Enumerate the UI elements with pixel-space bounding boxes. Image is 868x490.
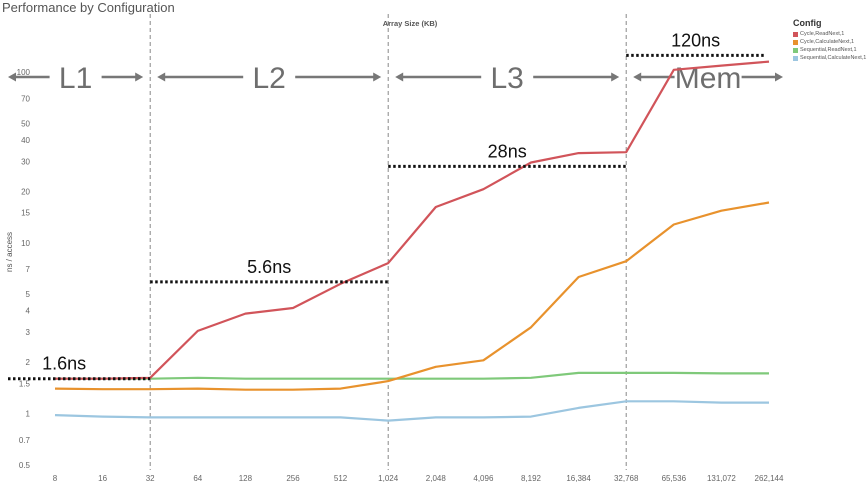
x-axis-ticks: 8 16 32 64 128 256 512 1,024 2,048 4,096 8,192 16,3…	[53, 474, 784, 483]
series-line	[54, 400, 769, 422]
y-tick-label: 2	[26, 358, 31, 367]
legend-item: Sequential,ReadNext,1	[793, 46, 866, 54]
series-line	[55, 371, 769, 380]
y-tick-label: 3	[26, 328, 31, 337]
legend-title: Config	[793, 18, 822, 28]
region-label: L3	[491, 62, 524, 95]
y-tick-label: 1	[26, 410, 31, 419]
legend-item: Cycle,ReadNext,1	[793, 30, 866, 38]
chart-title: Performance by Configuration	[2, 0, 175, 15]
legend-item: Cycle,CalculateNext,1	[793, 38, 866, 46]
legend-label: Cycle,ReadNext,1	[800, 31, 845, 37]
region-arrowhead-left	[8, 72, 16, 82]
x-tick-label: 131,072	[707, 474, 736, 483]
series-line	[54, 201, 770, 391]
y-axis-ticks: 0.5 0.7 1 1.5 2 3 4 5 7 10 15 20 30 40 50 70 100	[17, 68, 31, 470]
x-tick-label: 65,536	[662, 474, 687, 483]
y-tick-label: 70	[21, 94, 30, 103]
x-tick-label: 4,096	[473, 474, 494, 483]
legend: Config Cycle,ReadNext,1 Cycle,CalculateNe…	[793, 18, 866, 62]
latency-annotation-label: 5.6ns	[247, 257, 291, 277]
y-tick-label: 40	[21, 136, 30, 145]
region-arrowhead-right	[135, 72, 144, 82]
y-tick-label: 0.5	[19, 461, 31, 470]
y-tick-label: 7	[26, 265, 31, 274]
series-line	[55, 60, 770, 380]
region-arrowhead-left	[395, 72, 404, 82]
x-tick-label: 256	[286, 474, 300, 483]
legend-item: Sequential,CalculateNext,1	[793, 54, 866, 62]
legend-swatch	[793, 39, 798, 45]
legend-label: Sequential,CalculateNext,1	[800, 55, 867, 61]
y-tick-label: 4	[26, 307, 31, 316]
region-arrowhead-right	[775, 72, 783, 82]
y-tick-label: 50	[21, 119, 30, 128]
x-tick-label: 512	[334, 474, 348, 483]
x-tick-label: 1,024	[378, 474, 399, 483]
y-axis-label: ns / access	[5, 232, 14, 272]
y-tick-label: 5	[26, 290, 31, 299]
region-arrowhead-right	[373, 72, 382, 82]
x-tick-label: 8	[53, 474, 58, 483]
x-tick-label: 16	[98, 474, 107, 483]
latency-annotation-label: 120ns	[671, 30, 720, 50]
region-arrowhead-left	[157, 72, 166, 82]
region-label: L1	[59, 62, 92, 95]
x-axis-label: Array Size (KB)	[383, 19, 438, 28]
x-tick-label: 16,384	[566, 474, 591, 483]
legend-swatch	[793, 31, 798, 37]
series-lines	[54, 60, 770, 422]
y-tick-label: 10	[21, 239, 30, 248]
legend-label: Cycle,CalculateNext,1	[800, 39, 855, 45]
y-tick-label: 100	[17, 68, 31, 77]
y-tick-label: 30	[21, 157, 30, 166]
latency-annotations: 1.6ns 5.6ns 28ns 120ns	[8, 30, 765, 381]
region-label: L2	[253, 62, 286, 95]
legend-swatch	[793, 47, 798, 53]
latency-annotation-label: 28ns	[488, 141, 527, 161]
x-tick-label: 8,192	[521, 474, 542, 483]
region-arrowhead-right	[611, 72, 620, 82]
latency-annotation-label: 1.6ns	[42, 354, 86, 374]
x-tick-label: 32	[146, 474, 155, 483]
x-tick-label: 64	[193, 474, 202, 483]
y-tick-label: 20	[21, 187, 30, 196]
legend-swatch	[793, 55, 798, 61]
y-tick-label: 1.5	[19, 380, 31, 389]
y-tick-label: 15	[21, 209, 30, 218]
x-tick-label: 128	[239, 474, 253, 483]
x-tick-label: 32,768	[614, 474, 639, 483]
y-tick-label: 0.7	[19, 436, 31, 445]
x-tick-label: 262,144	[755, 474, 784, 483]
legend-label: Sequential,ReadNext,1	[800, 47, 857, 53]
region-arrowhead-left	[633, 72, 642, 82]
x-tick-label: 2,048	[426, 474, 447, 483]
cache-region-markers: L1 L2 L3 Mem	[8, 14, 783, 470]
